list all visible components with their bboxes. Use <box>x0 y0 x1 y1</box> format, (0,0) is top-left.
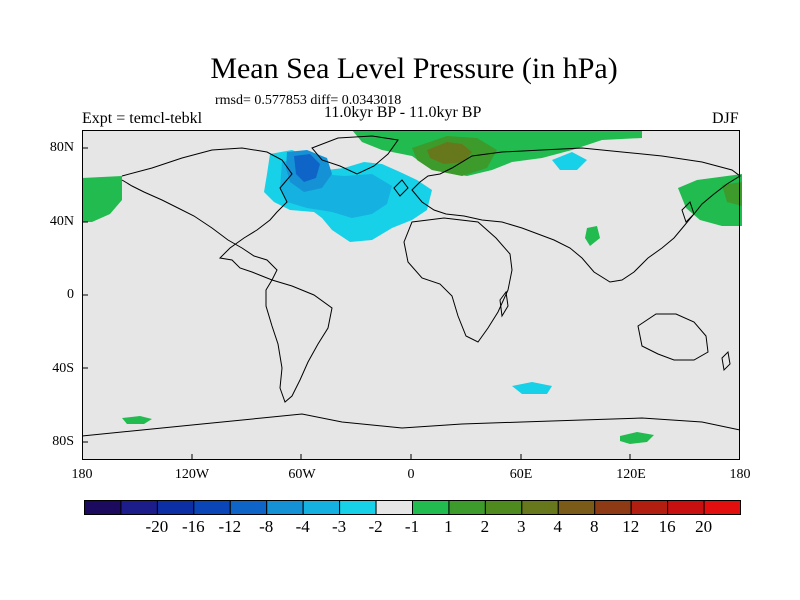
southern-ocean-low-fill <box>512 382 552 394</box>
lon-label-120e: 120E <box>616 467 646 482</box>
colorbar-label: 2 <box>480 517 490 536</box>
pressure-anomaly-fills <box>82 130 742 444</box>
south-america-coast <box>265 279 333 403</box>
colorbar-label: 16 <box>658 517 676 536</box>
colorbar-label: -16 <box>181 517 205 536</box>
colorbar-swatch <box>557 500 596 515</box>
colorbar-label: 12 <box>622 517 640 536</box>
lon-label-0: 0 <box>407 467 415 482</box>
colorbar-swatch <box>412 500 450 515</box>
colorbar-swatch <box>630 500 669 515</box>
colorbar-swatch <box>84 500 122 515</box>
colorbar-label: 8 <box>589 517 599 536</box>
japan-coast <box>681 201 695 223</box>
colorbar-swatch <box>448 500 486 515</box>
colorbar-swatch <box>302 500 341 515</box>
antarctic-high-fill <box>620 432 654 444</box>
new-zealand-coast <box>721 350 731 372</box>
colorbar <box>84 500 741 515</box>
colorbar-swatch <box>229 500 268 515</box>
australia-coast <box>637 313 709 361</box>
antarctica-coast <box>82 413 741 437</box>
colorbar-swatch <box>120 500 158 515</box>
colorbar-swatch <box>266 500 304 515</box>
pacific-core-fill <box>722 182 742 206</box>
colorbar-label: 20 <box>695 517 713 536</box>
colorbar-boxes <box>84 500 741 515</box>
southern-pacific-high-fill <box>122 416 152 424</box>
lat-label-40s: 40S <box>52 361 74 376</box>
colorbar-label: 1 <box>444 517 453 536</box>
lat-label-80n: 80N <box>49 140 74 155</box>
mideast-high-fill <box>585 226 600 246</box>
africa-coast <box>403 217 513 343</box>
colorbar-swatch <box>594 500 632 515</box>
siberia-low-fill <box>552 152 587 170</box>
lat-label-40n: 40N <box>49 214 74 229</box>
colorbar-label: -2 <box>368 517 383 536</box>
colorbar-label: 4 <box>553 517 563 536</box>
colorbar-label: -12 <box>218 517 242 536</box>
madagascar-coast <box>499 290 509 318</box>
colorbar-swatch <box>667 500 705 515</box>
north-america-coast <box>121 147 293 281</box>
labrador-core-fill <box>294 154 320 182</box>
stats-text: rmsd= 0.577853 diff= 0.0343018 <box>215 93 402 108</box>
colorbar-label: 3 <box>517 517 526 536</box>
colorbar-swatch <box>375 500 413 515</box>
lon-label-120w: 120W <box>174 467 210 482</box>
map-panel <box>82 130 742 460</box>
colorbar-label: -20 <box>145 517 169 536</box>
colorbar-swatch <box>484 500 523 515</box>
colorbar-label: -3 <box>332 517 347 536</box>
lon-label-180w: 180 <box>71 467 93 482</box>
britain-coast <box>393 179 409 197</box>
greenland-coast <box>311 135 399 175</box>
lon-label-60w: 60W <box>288 467 316 482</box>
lat-label-80s: 80S <box>52 434 74 449</box>
map-ticks <box>82 147 631 460</box>
lon-label-180e: 180 <box>729 467 751 482</box>
colorbar-label: -4 <box>295 517 310 536</box>
lon-label-60e: 60E <box>509 467 533 482</box>
colorbar-label: -8 <box>259 517 274 536</box>
plot-title: Mean Sea Level Pressure (in hPa) <box>210 52 618 85</box>
colorbar-swatch <box>703 500 741 515</box>
colorbar-swatch <box>193 500 231 515</box>
colorbar-swatch <box>521 500 559 515</box>
colorbar-label: -1 <box>404 517 420 536</box>
colorbar-swatch <box>339 500 377 515</box>
lat-label-0: 0 <box>67 287 74 302</box>
coastlines <box>82 135 741 437</box>
experiment-label: Expt = temcl-tebkl <box>82 110 203 127</box>
season-label: DJF <box>712 110 739 127</box>
siberia-core-fill <box>427 142 472 164</box>
alaska-high-fill <box>82 176 122 222</box>
period-label: 11.0kyr BP - 11.0kyr BP <box>324 104 482 121</box>
eurasia-coast <box>411 147 741 283</box>
colorbar-swatch <box>156 500 195 515</box>
